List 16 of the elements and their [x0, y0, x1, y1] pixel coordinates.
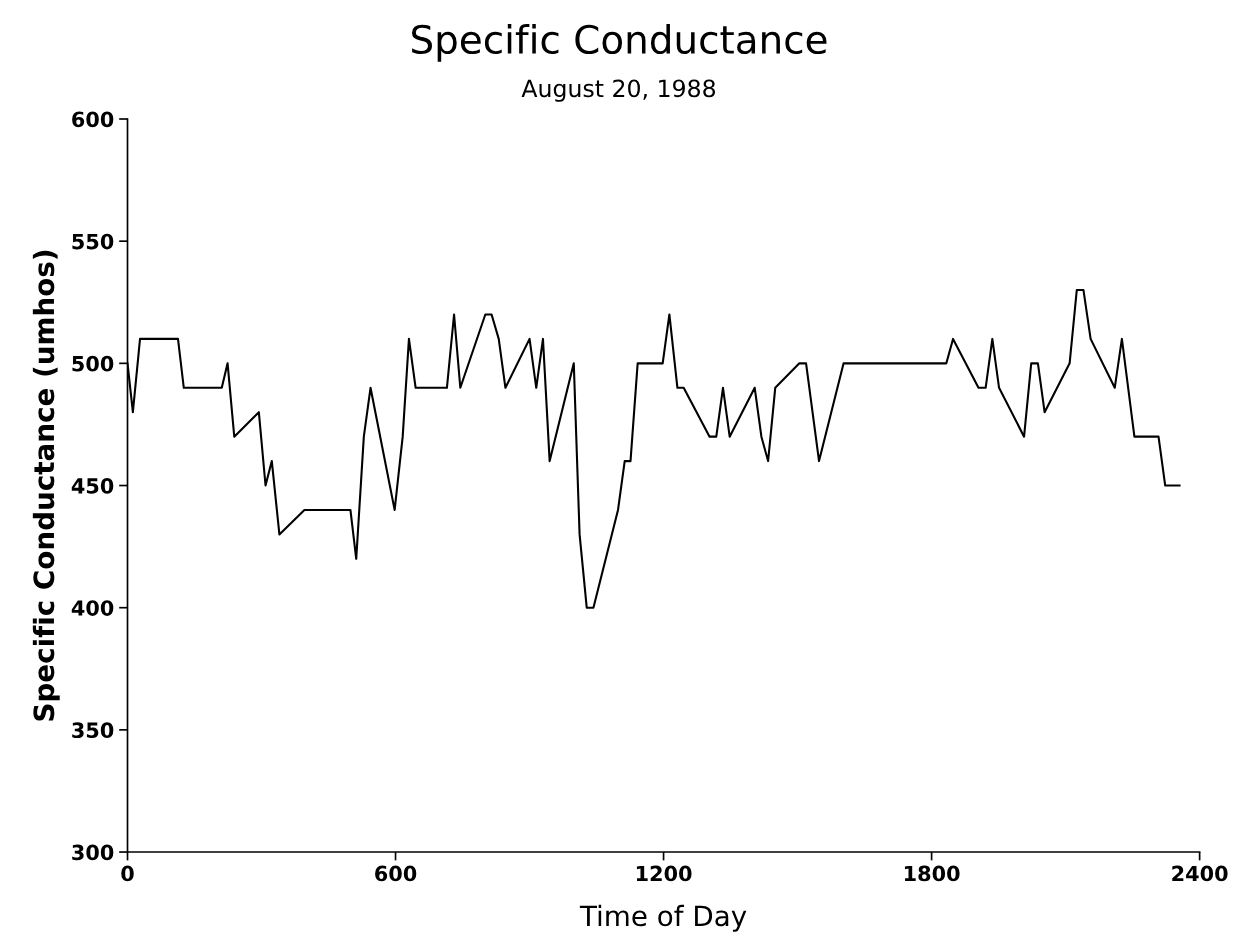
x-tick-label: 0 [121, 865, 134, 882]
y-tick-label: 500 [72, 355, 114, 372]
x-tick-label: 2400 [1172, 865, 1228, 882]
x-tick-label: 600 [375, 865, 417, 882]
y-tick-label: 600 [72, 111, 114, 128]
y-tick-label: 300 [72, 844, 114, 861]
y-tick-label: 350 [72, 722, 114, 739]
x-tick-label: 1800 [904, 865, 960, 882]
y-tick-label: 450 [71, 477, 114, 494]
y-axis-title: Specific Conductance (umhos) [32, 250, 60, 721]
chart-subtitle: August 20, 1988 [521, 79, 716, 102]
x-tick-label: 1200 [636, 865, 692, 882]
y-tick-label: 550 [72, 233, 114, 250]
chart-title: Specific Conductance [412, 24, 827, 62]
x-axis-title: Time of Day [579, 904, 747, 932]
y-tick-label: 400 [71, 600, 114, 616]
